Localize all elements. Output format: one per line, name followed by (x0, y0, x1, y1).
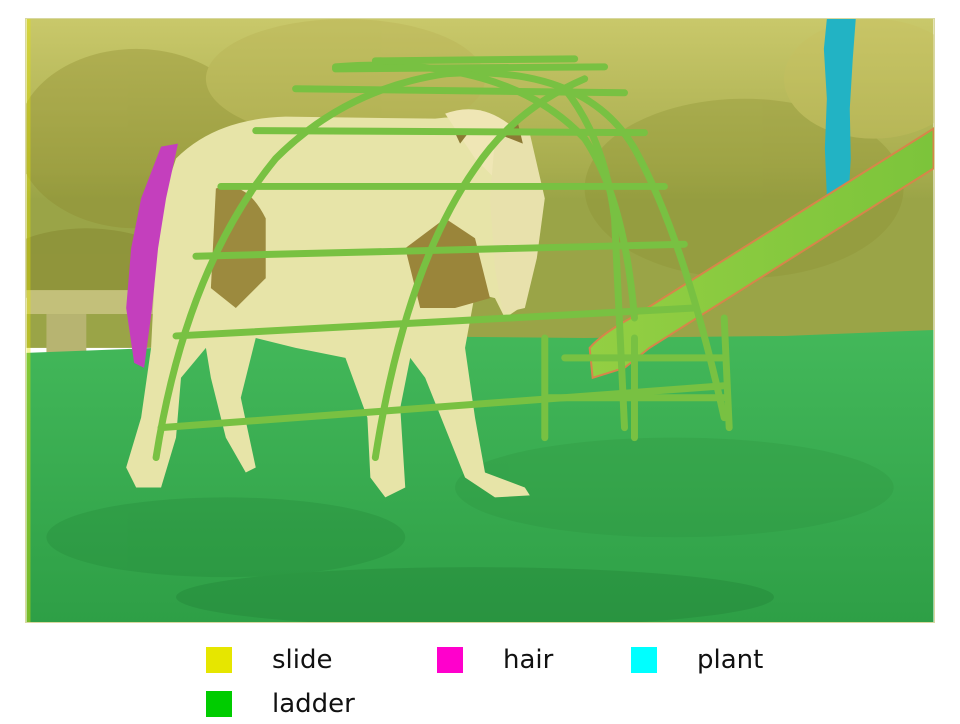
horse-head (489, 133, 545, 314)
legend-swatch-plant (631, 647, 657, 673)
grass-texture (46, 437, 894, 622)
bench-leg (46, 314, 87, 354)
legend-label: ladder (272, 689, 355, 719)
legend-label: plant (697, 645, 764, 675)
left-edge-tint (26, 19, 31, 622)
legend-item-slide: slide (206, 640, 333, 680)
legend-swatch-ladder (206, 691, 232, 717)
photo-canvas (26, 19, 934, 622)
legend-swatch-slide (206, 647, 232, 673)
hair-mask (126, 143, 179, 368)
climbing-frame (152, 55, 733, 462)
legend-item-hair: hair (437, 640, 553, 680)
legend-item-plant: plant (631, 640, 763, 680)
plant-mask (823, 19, 856, 197)
legend-label: slide (272, 645, 333, 675)
legend: slide hair plant ladder (0, 640, 960, 720)
horse-patch (210, 186, 266, 309)
legend-label: hair (503, 645, 554, 675)
legend-swatch-hair (437, 647, 463, 673)
horse-patch (405, 218, 490, 309)
segmentation-photo (25, 18, 935, 623)
legend-item-ladder: ladder (206, 684, 355, 724)
